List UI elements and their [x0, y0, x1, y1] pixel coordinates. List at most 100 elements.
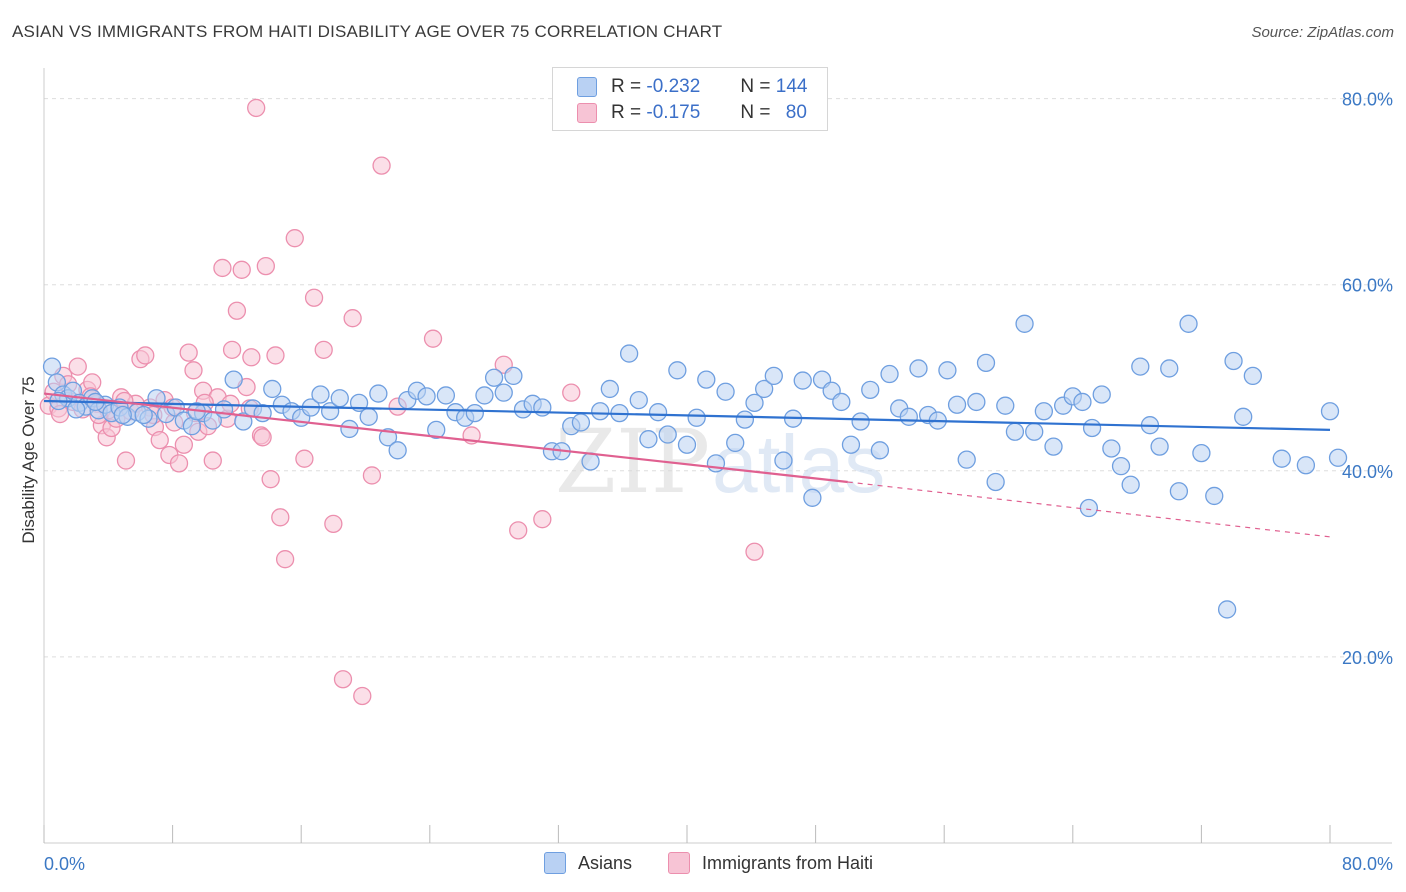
- asians-point-83: [803, 488, 822, 507]
- haiti-point-65: [533, 510, 552, 529]
- asians-point-101: [976, 353, 996, 373]
- asians-point-55: [533, 398, 552, 417]
- asians-point-40: [388, 441, 407, 460]
- haiti-point-77: [253, 428, 272, 447]
- asians-point-120: [1160, 359, 1179, 378]
- legend-haiti-swatch: [668, 852, 690, 874]
- haiti-point-6: [68, 357, 87, 376]
- asians-point-105: [1015, 314, 1034, 333]
- stats-legend: R = -0.232 N = 144 R = -0.175 N = 80: [552, 67, 828, 131]
- asians-point-114: [1102, 439, 1121, 458]
- asians-point-99: [957, 450, 976, 469]
- asians-point-72: [697, 370, 716, 389]
- asians-point-131: [1296, 456, 1316, 475]
- asians-point-43: [417, 387, 436, 406]
- haiti-point-36: [213, 258, 232, 278]
- asians-point-88: [851, 412, 870, 431]
- asians-point-127: [1234, 407, 1253, 426]
- asians-point-113: [1092, 385, 1111, 404]
- trend-lines: [43, 392, 1331, 538]
- haiti-point-28: [174, 435, 194, 454]
- y-axis-label: Disability Age Over 75: [19, 376, 38, 543]
- asians-point-50: [484, 368, 504, 387]
- watermark: ZIP atlas: [555, 410, 885, 513]
- asians-point-68: [658, 425, 677, 444]
- asians-point-75: [726, 433, 745, 453]
- asians-point-122: [1179, 314, 1198, 333]
- asians-point-98: [947, 395, 967, 414]
- asians-point-115: [1111, 457, 1131, 476]
- asians-point-39: [378, 428, 398, 447]
- asians-point-116: [1121, 475, 1140, 494]
- haiti-n-value: 80: [785, 102, 807, 123]
- asians-point-60: [581, 452, 600, 471]
- haiti-point-30: [184, 361, 203, 380]
- haiti-point-45: [256, 256, 275, 276]
- asians-point-126: [1224, 351, 1243, 371]
- asians-point-124: [1205, 486, 1224, 506]
- asians-point-135: [67, 400, 86, 419]
- asians-point-37: [359, 407, 378, 426]
- asians-point-64: [619, 344, 639, 363]
- haiti-point-23: [150, 430, 169, 450]
- haiti-point-39: [227, 301, 247, 320]
- asians-point-70: [677, 435, 697, 454]
- asians-point-117: [1131, 357, 1150, 376]
- asians-point-23: [224, 370, 243, 389]
- asians-point-52: [504, 366, 523, 386]
- haiti-n-label: N =: [740, 102, 771, 123]
- haiti-point-20: [136, 346, 155, 365]
- haiti-point-27: [169, 454, 189, 473]
- asians-swatch: [577, 77, 597, 97]
- y-tick-label-2: 60.0%: [1342, 276, 1393, 296]
- asians-point-69: [668, 361, 687, 380]
- asians-point-132: [1320, 402, 1340, 421]
- haiti-r-value: -0.175: [646, 102, 701, 123]
- x-tick-label-1: 80.0%: [1342, 854, 1393, 874]
- asians-point-112: [1082, 418, 1102, 438]
- tick-labels: 20.0% 40.0% 60.0% 80.0% 0.0% 80.0%: [44, 90, 1393, 874]
- haiti-point-59: [372, 156, 391, 175]
- haiti-point-67: [745, 542, 764, 561]
- series-asians-points: [42, 314, 1348, 619]
- asians-point-62: [600, 379, 619, 399]
- series-legend: Asians Immigrants from Haiti: [0, 850, 1406, 878]
- asians-point-51: [494, 383, 513, 402]
- y-tick-label-3: 80.0%: [1342, 90, 1393, 110]
- y-tick-label-0: 20.0%: [1342, 648, 1393, 668]
- haiti-point-50: [285, 229, 304, 248]
- haiti-point-64: [509, 521, 528, 540]
- asians-point-129: [1079, 498, 1099, 518]
- legend-asians-swatch: [544, 852, 566, 874]
- asians-r-value: -0.232: [646, 76, 701, 97]
- asians-point-61: [591, 402, 610, 421]
- x-tick-label-0: 0.0%: [44, 854, 85, 874]
- haiti-point-16: [116, 451, 136, 470]
- haiti-point-42: [242, 348, 261, 367]
- haiti-point-57: [353, 686, 372, 706]
- asians-point-67: [648, 403, 668, 422]
- asians-point-35: [340, 419, 359, 439]
- haiti-r-label: R =: [611, 102, 642, 123]
- haiti-point-58: [362, 466, 382, 485]
- asians-point-121: [1169, 482, 1189, 501]
- asians-trend-line: [43, 399, 1331, 431]
- asians-n-label: N =: [740, 76, 771, 97]
- asians-point-71: [687, 408, 706, 427]
- asians-point-27: [263, 379, 282, 399]
- asians-point-66: [639, 430, 658, 449]
- haiti-swatch: [577, 103, 597, 123]
- axes: [43, 68, 1392, 844]
- asians-point-104: [1005, 422, 1025, 441]
- haiti-point-61: [423, 329, 443, 348]
- asians-n-value: 144: [775, 76, 808, 97]
- asians-point-97: [938, 361, 957, 380]
- asians-point-102: [986, 472, 1005, 492]
- legend-item-asians: Asians: [544, 852, 632, 874]
- asians-point-87: [841, 435, 861, 454]
- asians-point-128: [1243, 366, 1262, 386]
- haiti-point-47: [266, 346, 285, 365]
- y-tick-label-1: 40.0%: [1342, 462, 1393, 482]
- haiti-point-29: [179, 343, 198, 362]
- asians-point-137: [113, 405, 132, 425]
